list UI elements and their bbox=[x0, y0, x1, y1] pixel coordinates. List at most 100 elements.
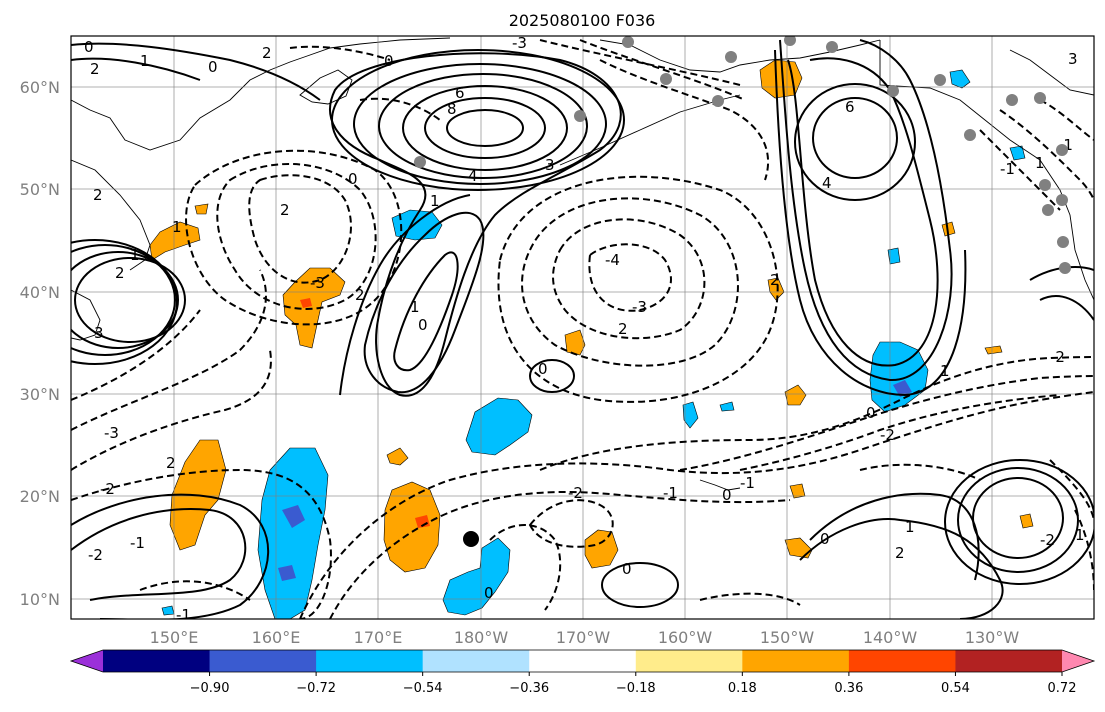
contour-label: 6 bbox=[455, 84, 465, 102]
lon-label: 150°E bbox=[150, 628, 199, 647]
contour-label: -1 bbox=[176, 606, 191, 624]
contour-label: -2 bbox=[1050, 348, 1065, 366]
contour-label: -2 bbox=[1040, 531, 1055, 549]
contour-label: 1 bbox=[905, 518, 915, 536]
contour-label: 2 bbox=[618, 320, 628, 338]
lat-label: 20°N bbox=[20, 487, 60, 506]
lat-label: 40°N bbox=[20, 283, 60, 302]
figure-title: 2025080100 F036 bbox=[509, 11, 656, 30]
lon-label: 140°W bbox=[863, 628, 918, 647]
contour-label: 1 bbox=[1075, 526, 1085, 544]
lon-label: 180°W bbox=[454, 628, 509, 647]
colorbar-tick-label: −0.18 bbox=[616, 681, 656, 696]
contour-label: -1 bbox=[130, 534, 145, 552]
contour-label: 1 bbox=[130, 246, 140, 264]
contour-label: -1 bbox=[740, 474, 755, 492]
lon-label: 150°W bbox=[760, 628, 815, 647]
contour-label: -3 bbox=[104, 424, 119, 442]
contour-label: 0 bbox=[348, 170, 358, 188]
contour-label: 8 bbox=[447, 100, 457, 118]
contour-label: 0 bbox=[384, 52, 394, 70]
colorbar-outline bbox=[69, 649, 1096, 673]
colorbar-tick-label: 0.18 bbox=[728, 681, 757, 696]
contour-label: 3 bbox=[94, 324, 104, 342]
contour-label: -4 bbox=[605, 251, 620, 269]
contour-label: -2 bbox=[880, 426, 895, 444]
plot-frame bbox=[70, 35, 1095, 620]
colorbar-tick-label: 0.36 bbox=[834, 681, 863, 696]
contour-label: 1 bbox=[940, 362, 950, 380]
contour-label: -1 bbox=[663, 484, 678, 502]
contour-label: -3 bbox=[512, 34, 527, 52]
contour-label: 1 bbox=[172, 218, 182, 236]
contour-label: 2 bbox=[93, 186, 103, 204]
contour-label: 0 bbox=[538, 360, 548, 378]
contour-label: 2 bbox=[770, 271, 780, 289]
contour-label: 2 bbox=[280, 201, 290, 219]
lat-label: 60°N bbox=[20, 78, 60, 97]
lat-label: 50°N bbox=[20, 180, 60, 199]
contour-label: -3 bbox=[310, 274, 325, 292]
colorbar-segment bbox=[955, 650, 1063, 672]
colorbar-tick-label: 0.72 bbox=[1048, 681, 1077, 696]
contour-label: 2 bbox=[166, 454, 176, 472]
contour-label: 2 bbox=[90, 60, 100, 78]
lon-label: 130°W bbox=[965, 628, 1020, 647]
marked-location-dot bbox=[463, 531, 479, 547]
contour-label: 2 bbox=[355, 286, 365, 304]
contour-label: 0 bbox=[484, 584, 494, 602]
colorbar-segment bbox=[635, 650, 743, 672]
lon-label: 160°W bbox=[658, 628, 713, 647]
contour-label: -2 bbox=[568, 484, 583, 502]
colorbar-tick-label: −0.72 bbox=[296, 681, 336, 696]
contour-label: 1 bbox=[430, 192, 440, 210]
lon-label: 170°E bbox=[354, 628, 403, 647]
colorbar-segment bbox=[209, 650, 317, 672]
colorbar-segment bbox=[316, 650, 424, 672]
colorbar-segment bbox=[422, 650, 530, 672]
contour-label: 0 bbox=[820, 530, 830, 548]
colorbar-segment bbox=[529, 650, 637, 672]
contour-label: 0 bbox=[622, 560, 632, 578]
contour-label: 0 bbox=[84, 38, 94, 56]
contour-label: 4 bbox=[468, 167, 478, 185]
contour-label: 1 bbox=[410, 298, 420, 316]
shaded-anomaly-regions bbox=[149, 59, 1034, 619]
colorbar-extend-low bbox=[71, 650, 103, 672]
colorbar-tick-label: 0.54 bbox=[941, 681, 970, 696]
lat-label: 30°N bbox=[20, 385, 60, 404]
contour-labels: 0 2 1 0 6 8 4 3 -3 0 2 0 1 2 -3 2 1 2 3 … bbox=[84, 34, 1085, 624]
contour-label: 2 bbox=[115, 264, 125, 282]
graticule bbox=[71, 36, 1094, 619]
contour-label: -2 bbox=[88, 546, 103, 564]
longitude-labels: 150°E 160°E 170°E 180°W 170°W 160°W 150°… bbox=[150, 628, 1020, 647]
colorbar-tick-label: −0.54 bbox=[403, 681, 443, 696]
contour-label: 6 bbox=[845, 98, 855, 116]
contour-label: 0 bbox=[722, 486, 732, 504]
colorbar-extend-high bbox=[1062, 650, 1094, 672]
contour-label: 1 bbox=[1035, 154, 1045, 172]
colorbar: −0.90 −0.72 −0.54 −0.36 −0.18 0.18 0.36 0.54 0.7… bbox=[69, 649, 1096, 696]
lon-label: 170°W bbox=[556, 628, 611, 647]
negative-contours bbox=[71, 39, 1094, 619]
colorbar-tick-label: −0.36 bbox=[509, 681, 549, 696]
contour-label: -1 bbox=[1000, 160, 1015, 178]
colorbar-segment bbox=[742, 650, 850, 672]
colorbar-segment bbox=[103, 650, 211, 672]
contour-label: -3 bbox=[632, 298, 647, 316]
station-markers bbox=[414, 36, 1071, 274]
map-plot-area: 0 2 1 0 6 8 4 3 -3 0 2 0 1 2 -3 2 1 2 3 … bbox=[71, 34, 1094, 624]
contour-label: 2 bbox=[262, 44, 272, 62]
lon-label: 160°E bbox=[252, 628, 301, 647]
contour-label: -2 bbox=[100, 480, 115, 498]
lat-label: 10°N bbox=[20, 590, 60, 609]
contour-label: 3 bbox=[1068, 50, 1078, 68]
contour-label: 4 bbox=[822, 174, 832, 192]
contour-label: 1 bbox=[140, 52, 150, 70]
contour-label: 2 bbox=[895, 544, 905, 562]
positive-contours bbox=[71, 39, 1094, 619]
latitude-labels: 60°N 50°N 40°N 30°N 20°N 10°N bbox=[20, 78, 60, 609]
contour-label: 3 bbox=[545, 156, 555, 174]
contour-label: 0 bbox=[208, 58, 218, 76]
